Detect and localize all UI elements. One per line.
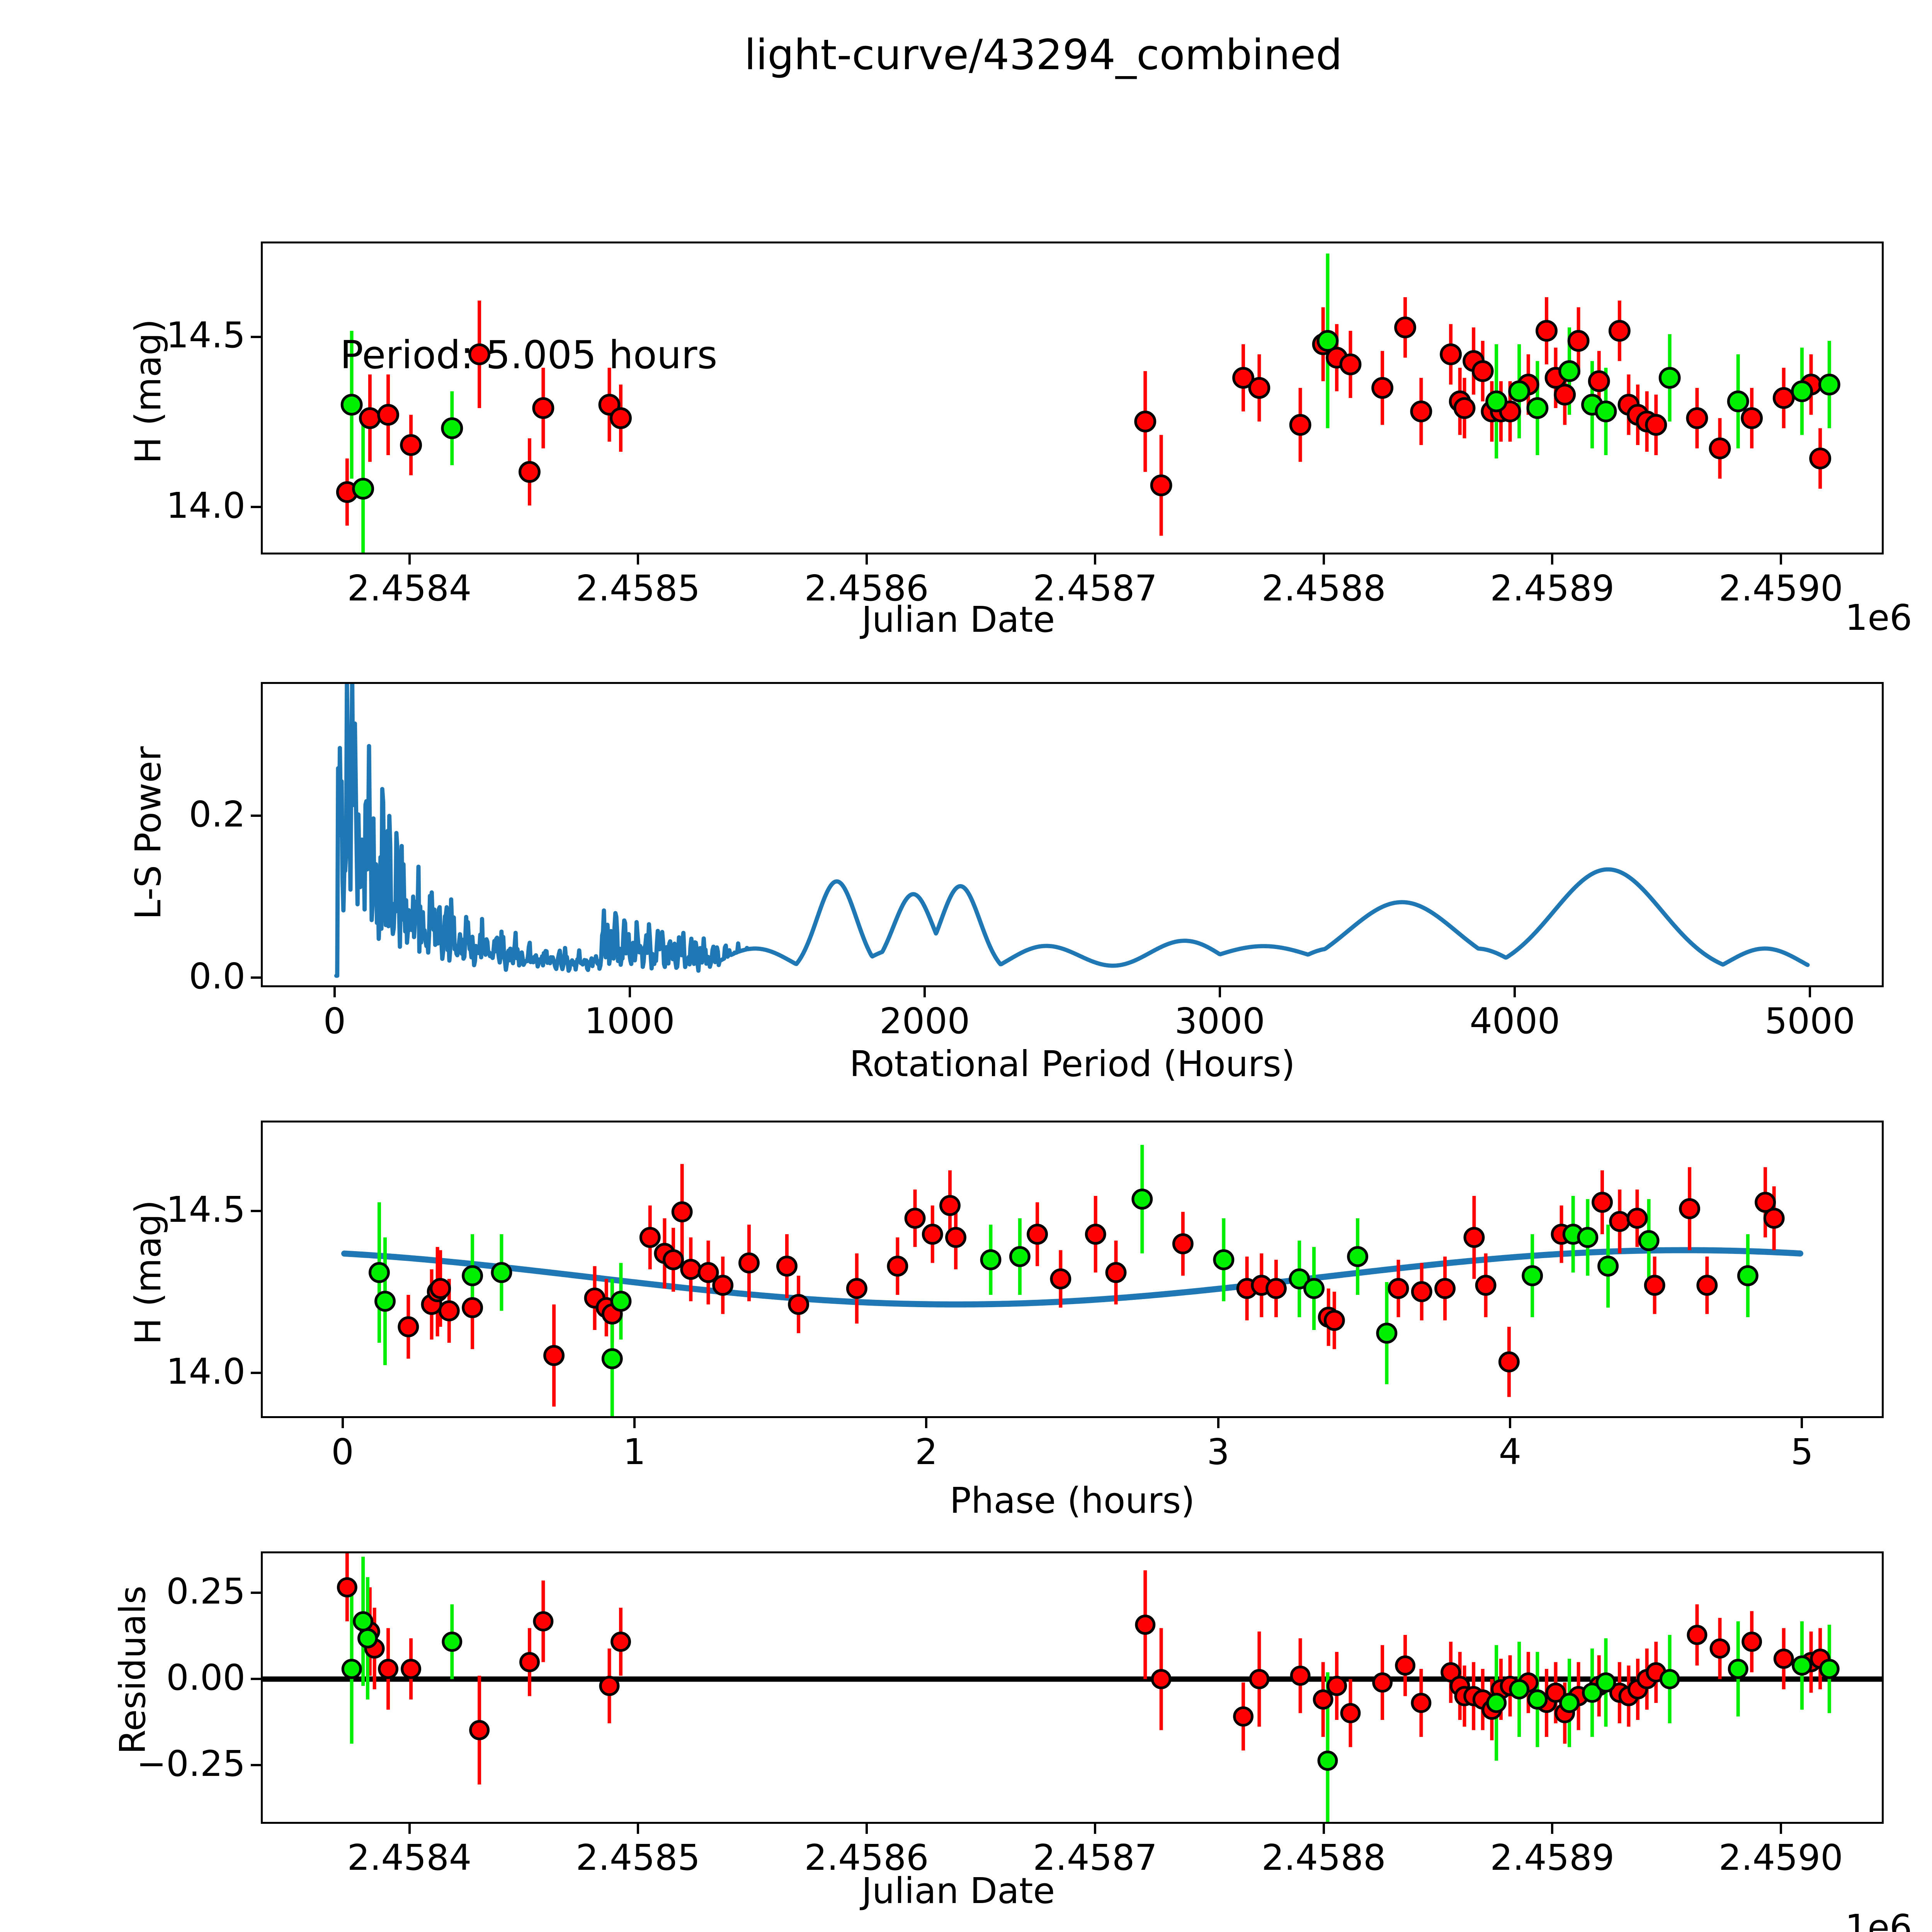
panel-phase-folded bbox=[261, 1121, 1884, 1418]
y-tick-label: 0.25 bbox=[166, 1571, 245, 1612]
x-tick-label: 2000 bbox=[879, 1000, 970, 1042]
y-tick-mark bbox=[251, 335, 261, 338]
x-tick-label: 4 bbox=[1498, 1431, 1522, 1473]
y-tick-label: 0.0 bbox=[189, 955, 245, 997]
panel-lightcurve bbox=[261, 242, 1884, 554]
x-tick-mark bbox=[1514, 987, 1516, 997]
x-tick-mark bbox=[628, 987, 631, 997]
residuals-y-axis-label: Residuals bbox=[112, 1585, 153, 1754]
residuals-plot-area bbox=[263, 1553, 1882, 1822]
page-title: light-curve/43294_combined bbox=[744, 31, 1342, 79]
y-tick-mark bbox=[251, 1764, 261, 1767]
x-tick-mark bbox=[1779, 1824, 1782, 1834]
x-tick-mark bbox=[925, 1418, 928, 1428]
x-tick-label: 2.4588 bbox=[1261, 1837, 1386, 1878]
x-tick-mark bbox=[1322, 554, 1325, 565]
x-tick-label: 2 bbox=[915, 1431, 938, 1473]
lightcurve-x-offset-label: 1e6 bbox=[1845, 597, 1912, 638]
periodogram-y-axis-label: L-S Power bbox=[128, 746, 169, 920]
phase-y-axis-label: H (mag) bbox=[128, 1200, 169, 1345]
x-tick-mark bbox=[1551, 554, 1554, 565]
y-tick-mark bbox=[251, 814, 261, 817]
x-tick-label: 2.4590 bbox=[1718, 1837, 1843, 1878]
lightcurve-x-axis-label: Julian Date bbox=[861, 599, 1055, 640]
periodogram-x-axis-label: Rotational Period (Hours) bbox=[849, 1043, 1295, 1085]
x-tick-mark bbox=[1322, 1824, 1325, 1834]
x-tick-label: 0 bbox=[323, 1000, 346, 1042]
y-tick-label: 14.0 bbox=[166, 1350, 245, 1392]
y-tick-mark bbox=[251, 1210, 261, 1213]
y-tick-label: 14.5 bbox=[166, 315, 245, 356]
x-tick-mark bbox=[341, 1418, 344, 1428]
x-tick-label: 5 bbox=[1791, 1431, 1813, 1473]
x-tick-mark bbox=[408, 1824, 411, 1834]
y-tick-label: 0.2 bbox=[189, 793, 245, 835]
x-tick-label: 0 bbox=[331, 1431, 354, 1473]
x-tick-label: 2.4589 bbox=[1490, 568, 1615, 609]
x-tick-mark bbox=[1218, 987, 1221, 997]
x-tick-mark bbox=[1509, 1418, 1512, 1428]
x-tick-label: 2.4590 bbox=[1718, 568, 1843, 609]
y-tick-label: 14.0 bbox=[166, 485, 245, 526]
panel-periodogram bbox=[261, 682, 1884, 987]
x-tick-mark bbox=[1094, 554, 1097, 565]
x-tick-mark bbox=[408, 554, 411, 565]
y-tick-label: 0.00 bbox=[166, 1657, 245, 1699]
x-tick-mark bbox=[1801, 1418, 1803, 1428]
x-tick-label: 2.4585 bbox=[576, 568, 701, 609]
x-tick-mark bbox=[1094, 1824, 1097, 1834]
x-tick-mark bbox=[923, 987, 926, 997]
x-tick-label: 2.4586 bbox=[804, 1837, 929, 1878]
x-tick-label: 3000 bbox=[1174, 1000, 1265, 1042]
lightcurve-y-axis-label: H (mag) bbox=[128, 319, 169, 464]
lightcurve-plot-area bbox=[336, 253, 1840, 553]
period-annotation: Period: 5.005 hours bbox=[340, 332, 718, 378]
x-tick-label: 4000 bbox=[1469, 1000, 1560, 1042]
x-tick-label: 2.4587 bbox=[1033, 1837, 1158, 1878]
x-tick-label: 2.4584 bbox=[347, 1837, 472, 1878]
x-tick-mark bbox=[633, 1418, 636, 1428]
x-tick-mark bbox=[865, 554, 868, 565]
phase-x-axis-label: Phase (hours) bbox=[949, 1480, 1195, 1521]
residuals-x-axis-label: Julian Date bbox=[861, 1870, 1055, 1912]
y-tick-mark bbox=[251, 505, 261, 508]
panel-residuals bbox=[261, 1551, 1884, 1824]
x-tick-mark bbox=[1809, 987, 1811, 997]
periodogram-plot-area bbox=[334, 684, 1810, 978]
x-tick-label: 2.4588 bbox=[1261, 568, 1386, 609]
y-tick-mark bbox=[251, 1592, 261, 1594]
y-tick-label: −0.25 bbox=[136, 1743, 245, 1785]
residuals-x-offset-label: 1e6 bbox=[1845, 1907, 1912, 1932]
x-tick-mark bbox=[1779, 554, 1782, 565]
x-tick-label: 2.4584 bbox=[347, 568, 472, 609]
x-tick-mark bbox=[1217, 1418, 1219, 1428]
x-tick-label: 1 bbox=[623, 1431, 646, 1473]
x-tick-label: 2.4587 bbox=[1033, 568, 1158, 609]
y-tick-label: 14.5 bbox=[166, 1189, 245, 1231]
x-tick-label: 5000 bbox=[1765, 1000, 1855, 1042]
phase-folded-plot-area bbox=[341, 1145, 1803, 1416]
y-tick-mark bbox=[251, 976, 261, 979]
y-tick-mark bbox=[251, 1678, 261, 1680]
x-tick-mark bbox=[865, 1824, 868, 1834]
x-tick-mark bbox=[333, 987, 336, 997]
x-tick-mark bbox=[637, 554, 639, 565]
x-tick-label: 1000 bbox=[584, 1000, 675, 1042]
x-tick-label: 2.4586 bbox=[804, 568, 929, 609]
x-tick-label: 2.4589 bbox=[1490, 1837, 1615, 1878]
y-tick-mark bbox=[251, 1371, 261, 1374]
x-tick-label: 2.4585 bbox=[576, 1837, 701, 1878]
x-tick-label: 3 bbox=[1207, 1431, 1230, 1473]
x-tick-mark bbox=[637, 1824, 639, 1834]
x-tick-mark bbox=[1551, 1824, 1554, 1834]
